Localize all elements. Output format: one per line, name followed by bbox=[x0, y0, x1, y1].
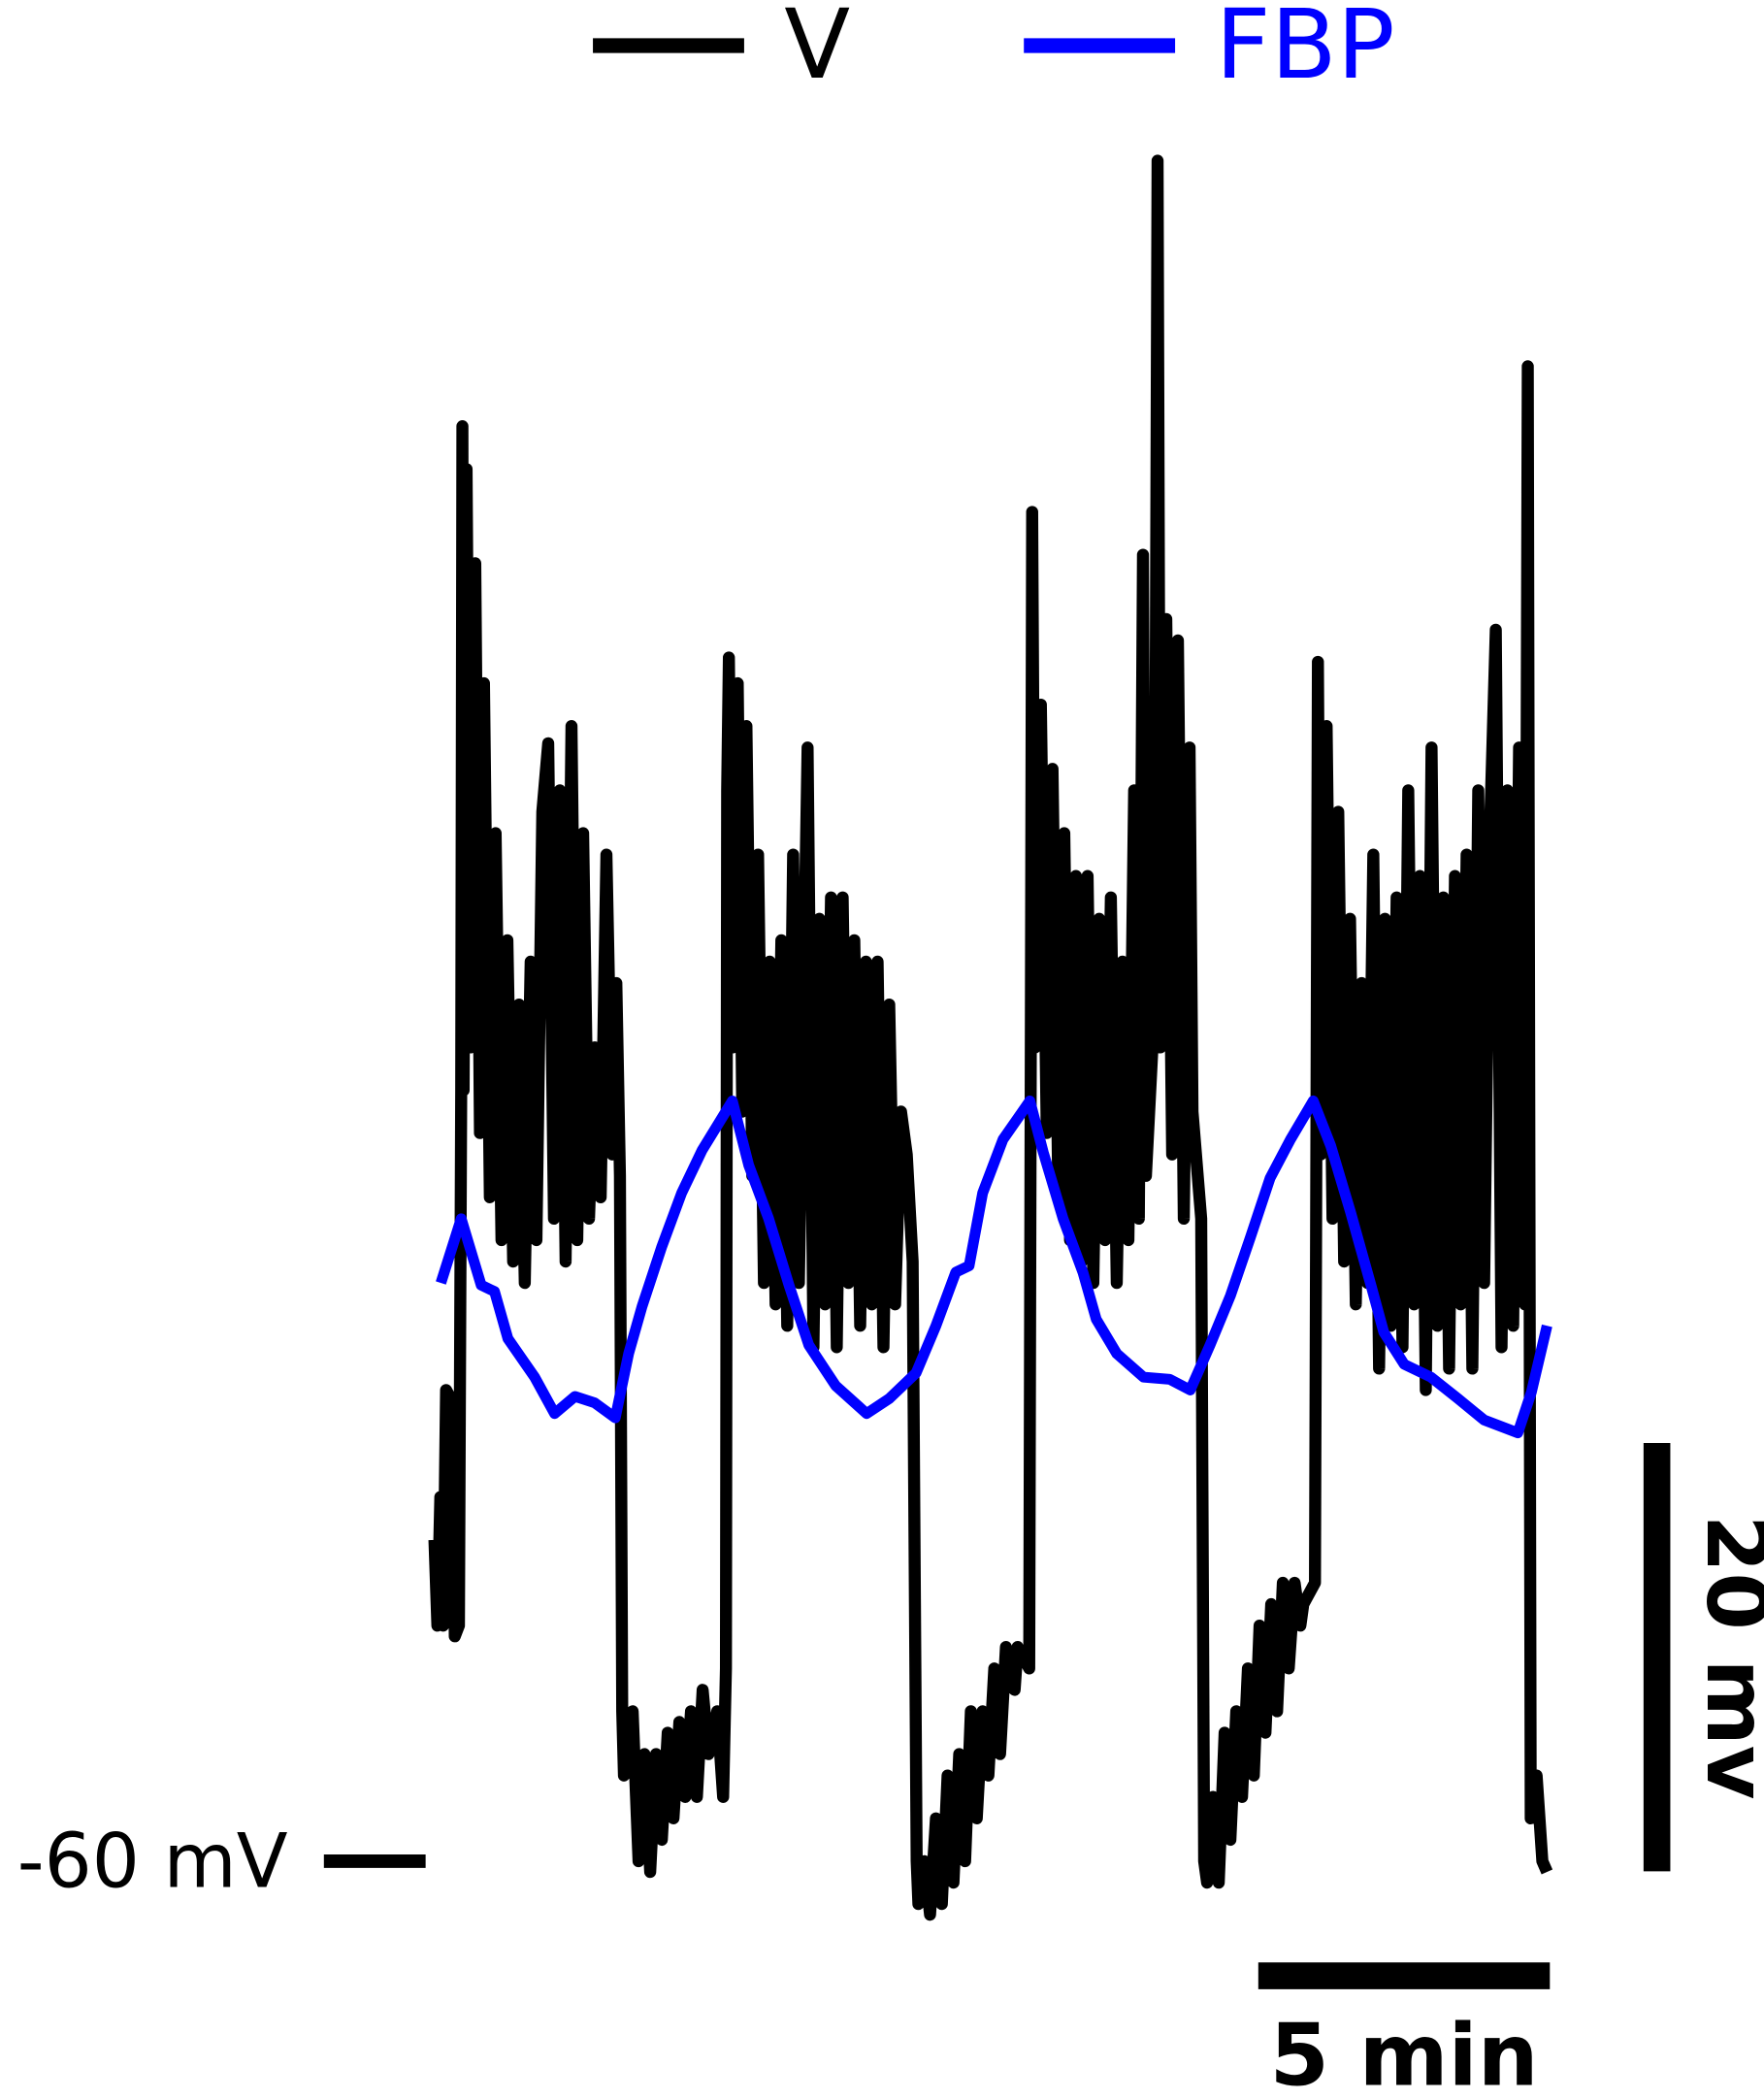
y-scale-label: 20 mv bbox=[1687, 1515, 1764, 1800]
legend-label: V bbox=[784, 0, 850, 101]
x-scale-label: 5 min bbox=[1269, 2006, 1538, 2099]
series-line bbox=[428, 154, 1553, 1921]
series-line bbox=[436, 1095, 1552, 1439]
legend-label: FBP bbox=[1215, 0, 1394, 101]
reference-label: -60 mV bbox=[17, 1818, 288, 1905]
